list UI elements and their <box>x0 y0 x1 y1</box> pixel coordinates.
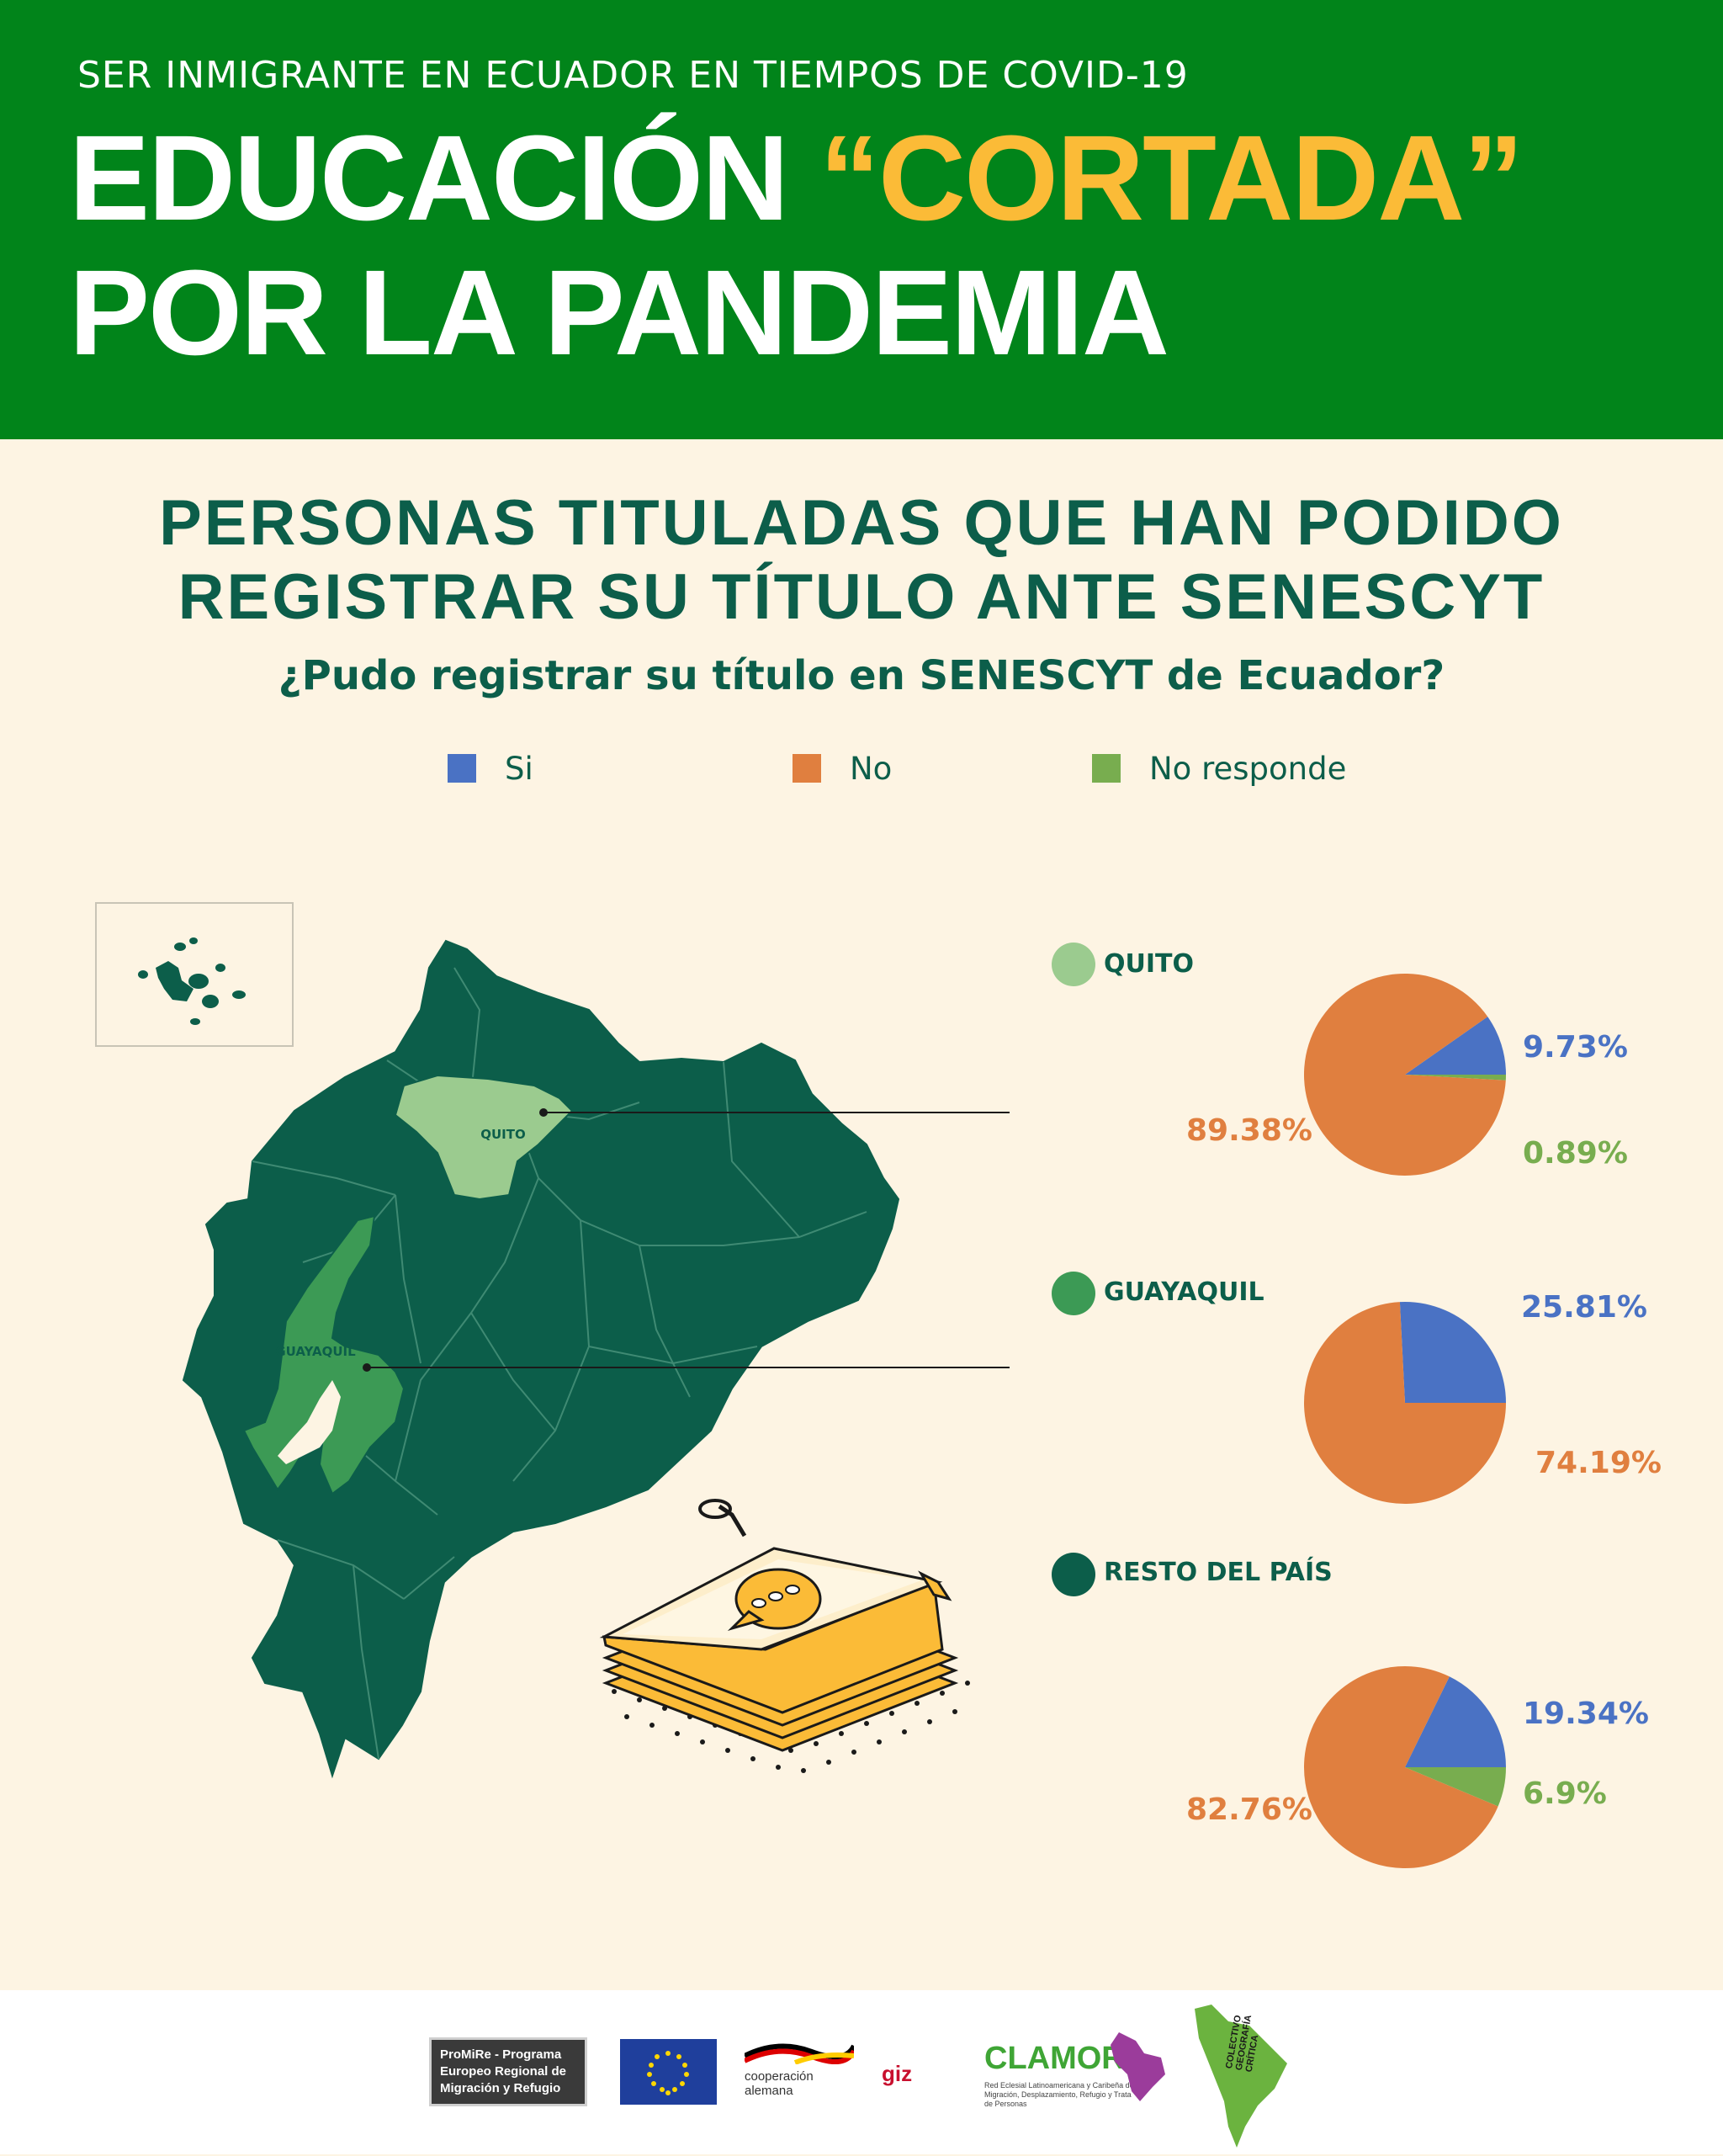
main-title-line1: EDUCACIÓN “CORTADA” <box>69 118 1524 239</box>
leader-dot-guayaquil <box>363 1363 371 1372</box>
region-label-guayaquil: GUAYAQUIL <box>1104 1277 1264 1307</box>
logo-eu-flag <box>620 2039 717 2105</box>
pie-slice-no <box>1304 1666 1498 1868</box>
legend-swatch-si <box>448 754 476 783</box>
pie-chart-guayaquil <box>1304 1302 1506 1504</box>
galapagos-inset-frame <box>95 902 294 1047</box>
pct-guayaquil-si: 25.81% <box>1521 1290 1647 1325</box>
header-banner: SER INMIGRANTE EN ECUADOR EN TIEMPOS DE … <box>0 0 1723 439</box>
pie-chart-resto <box>1304 1666 1506 1868</box>
pct-resto-si: 19.34% <box>1523 1697 1649 1731</box>
gulf-guayaquil <box>278 1380 341 1464</box>
logo-cooperacion-text: cooperación alemana <box>745 2069 814 2098</box>
south-america-map-icon <box>1195 2005 1287 2148</box>
province-borders <box>252 967 867 1760</box>
pct-resto-no: 82.76% <box>1186 1792 1312 1827</box>
section-title-line2: REGISTRAR SU TÍTULO ANTE SENESCYT <box>178 561 1545 633</box>
pct-guayaquil-no: 74.19% <box>1535 1446 1662 1480</box>
logo-clamor-map <box>1111 2032 1165 2101</box>
title-highlight: “CORTADA” <box>819 110 1524 246</box>
kicker: SER INMIGRANTE EN ECUADOR EN TIEMPOS DE … <box>77 54 1189 97</box>
pie-slice-si <box>1399 1302 1506 1403</box>
logo-giz: giz <box>882 2061 913 2086</box>
logo-clamor-subtext: Red Eclesial Latinoamericana y Caribeña … <box>984 2081 1134 2108</box>
ecuador-mainland <box>182 939 900 1779</box>
pie-slice-no <box>1304 974 1506 1176</box>
legend-label-no: No <box>850 750 893 787</box>
notebook-illustration <box>599 1499 970 1773</box>
map-label-guayaquil: GUAYAQUIL <box>275 1344 356 1359</box>
galapagos-islands <box>138 937 246 1025</box>
legend-label-si: Si <box>505 750 533 787</box>
region-dot-quito <box>1052 943 1095 986</box>
logo-promire: ProMiRe - Programa Europeo Regional de M… <box>429 2037 587 2106</box>
leader-dot-quito <box>539 1108 548 1117</box>
logo-clamor: CLAMOR <box>984 2041 1125 2076</box>
main-title-line2: POR LA PANDEMIA <box>69 245 1169 380</box>
pct-quito-no-responde: 0.89% <box>1523 1136 1628 1171</box>
region-quito <box>394 1074 574 1201</box>
leader-lines <box>367 1112 1010 1368</box>
logo-cooperacion-alemana: cooperación alemana <box>745 2039 854 2106</box>
footer-logos: ProMiRe - Programa Europeo Regional de M… <box>0 1990 1723 2154</box>
pct-quito-no: 89.38% <box>1186 1113 1312 1148</box>
section-title-line1: PERSONAS TITULADAS QUE HAN PODIDO <box>159 487 1564 559</box>
legend-item-no-responde: No responde <box>1092 747 1346 789</box>
pie-slice-no <box>1304 1302 1506 1504</box>
legend-item-si: Si <box>448 747 533 789</box>
chart-question: ¿Pudo registrar su título en SENESCYT de… <box>278 652 1445 699</box>
region-label-resto: RESTO DEL PAÍS <box>1104 1558 1333 1587</box>
title-part1: EDUCACIÓN <box>69 110 820 246</box>
legend-item-no: No <box>793 747 892 789</box>
pie-slice-no-responde <box>1405 1075 1506 1081</box>
region-label-quito: QUITO <box>1104 949 1194 979</box>
legend-swatch-no-responde <box>1092 754 1121 783</box>
pct-resto-no-responde: 6.9% <box>1523 1776 1607 1811</box>
map-label-quito: QUITO <box>480 1127 526 1142</box>
section-title: PERSONAS TITULADAS QUE HAN PODIDO REGIST… <box>0 486 1723 635</box>
region-dot-resto <box>1052 1553 1095 1596</box>
region-guayaquil <box>242 1214 406 1495</box>
pie-slice-si <box>1405 1676 1506 1767</box>
pie-slice-si <box>1405 1017 1506 1075</box>
ecuador-map: QUITO GUAYAQUIL <box>95 902 1010 1779</box>
legend-swatch-no <box>793 754 821 783</box>
logo-geografia-critica: COLECTIVO GEOGRAFÍA CRÍTICA <box>1190 2000 1296 2152</box>
region-dot-guayaquil <box>1052 1272 1095 1315</box>
legend-label-no-responde: No responde <box>1149 750 1347 787</box>
dot-shadow <box>612 1681 970 1773</box>
pct-quito-si: 9.73% <box>1523 1030 1628 1065</box>
german-flag-icon <box>745 2043 854 2064</box>
pie-slice-no-responde <box>1405 1767 1506 1807</box>
pie-chart-quito <box>1304 974 1506 1176</box>
logo-promire-text: ProMiRe - Programa Europeo Regional de M… <box>440 2047 567 2095</box>
